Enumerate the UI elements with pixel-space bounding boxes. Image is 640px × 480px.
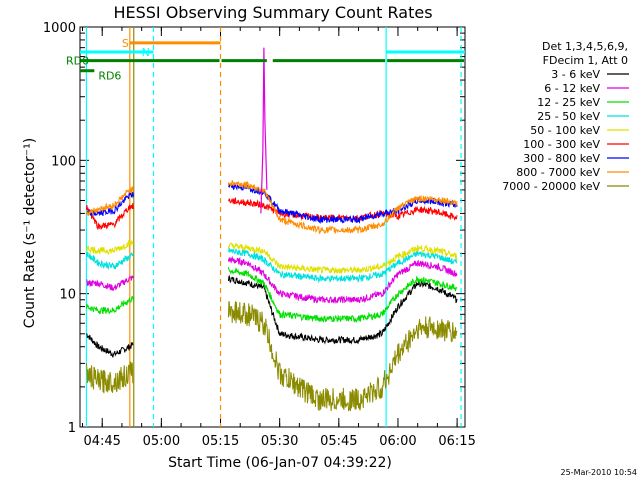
legend-label: 300 - 800 keV [523,152,600,165]
x-tick-label: 06:00 [379,434,416,449]
series-line-3-6-kev [227,274,458,345]
legend-label: 50 - 100 keV [530,124,600,137]
legend-label: 800 - 7000 keV [516,166,600,179]
timestamp-footer: 25-Mar-2010 10:54 [561,468,638,477]
y-tick-label: 10 [59,288,76,303]
legend-label: 3 - 6 keV [551,68,600,81]
series-line-50-100-kev [85,238,134,256]
annotation-label-rd0: RD0 [66,55,89,68]
series-line-12-25-kev [85,295,134,315]
plot-frame [79,26,466,428]
legend-label: 100 - 300 keV [523,138,600,151]
y-tick-label: 1000 [43,21,76,36]
x-tick-label: 06:15 [438,434,475,449]
annotation-label-s: S [122,37,129,50]
series-line-7000-20000-kev [85,361,134,394]
series-line-100-300-kev [85,203,134,231]
legend-header: Det 1,3,4,5,6,9, [542,40,628,53]
x-tick-label: 05:30 [261,434,298,449]
series-line-100-300-kev [227,197,458,223]
series-line-50-100-kev [227,242,458,275]
series-line-7000-20000-kev [227,301,458,412]
y-tick-label: 1 [68,421,76,436]
legend-label: 7000 - 20000 keV [502,180,600,193]
legend-header: FDecim 1, Att 0 [543,54,628,67]
plot-area: 1 10 100 1000 04:45 05:00 05:15 05:30 05:45 06:00… [43,21,476,449]
legend: Det 1,3,4,5,6,9,FDecim 1, Att 03 - 6 keV… [502,40,629,193]
series-line-25-50-kev [85,251,134,271]
annotation-label-rd6: RD6 [98,70,121,83]
x-tick-label: 05:15 [202,434,239,449]
legend-label: 6 - 12 keV [544,82,600,95]
flare-spike [260,47,268,214]
series-line-6-12-kev [227,255,458,304]
series-line-6-12-kev [86,275,134,291]
x-axis: 04:45 05:00 05:15 05:30 05:45 06:00 06:15 [81,27,476,449]
chart-title: HESSI Observing Summary Count Rates [113,3,432,22]
annotation-label-n: N [142,46,150,59]
series-line-25-50-kev [227,247,458,284]
series-line-800-7000-kev [85,186,134,217]
series-line-12-25-kev [227,266,458,323]
x-tick-label: 04:45 [83,434,120,449]
y-axis-label: Count Rate (s⁻¹ detector⁻¹) [22,138,38,328]
y-axis: 1 10 100 1000 [43,21,465,436]
x-tick-label: 05:45 [320,434,357,449]
legend-label: 12 - 25 keV [537,96,600,109]
x-axis-label: Start Time (06-Jan-07 04:39:22) [168,455,392,471]
legend-label: 25 - 50 keV [537,110,600,123]
x-tick-label: 05:00 [143,434,180,449]
series-line-3-6-kev [86,333,134,359]
y-tick-label: 100 [51,154,76,169]
series-line-800-7000-kev [227,180,458,235]
series-line-300-800-kev [85,191,134,217]
